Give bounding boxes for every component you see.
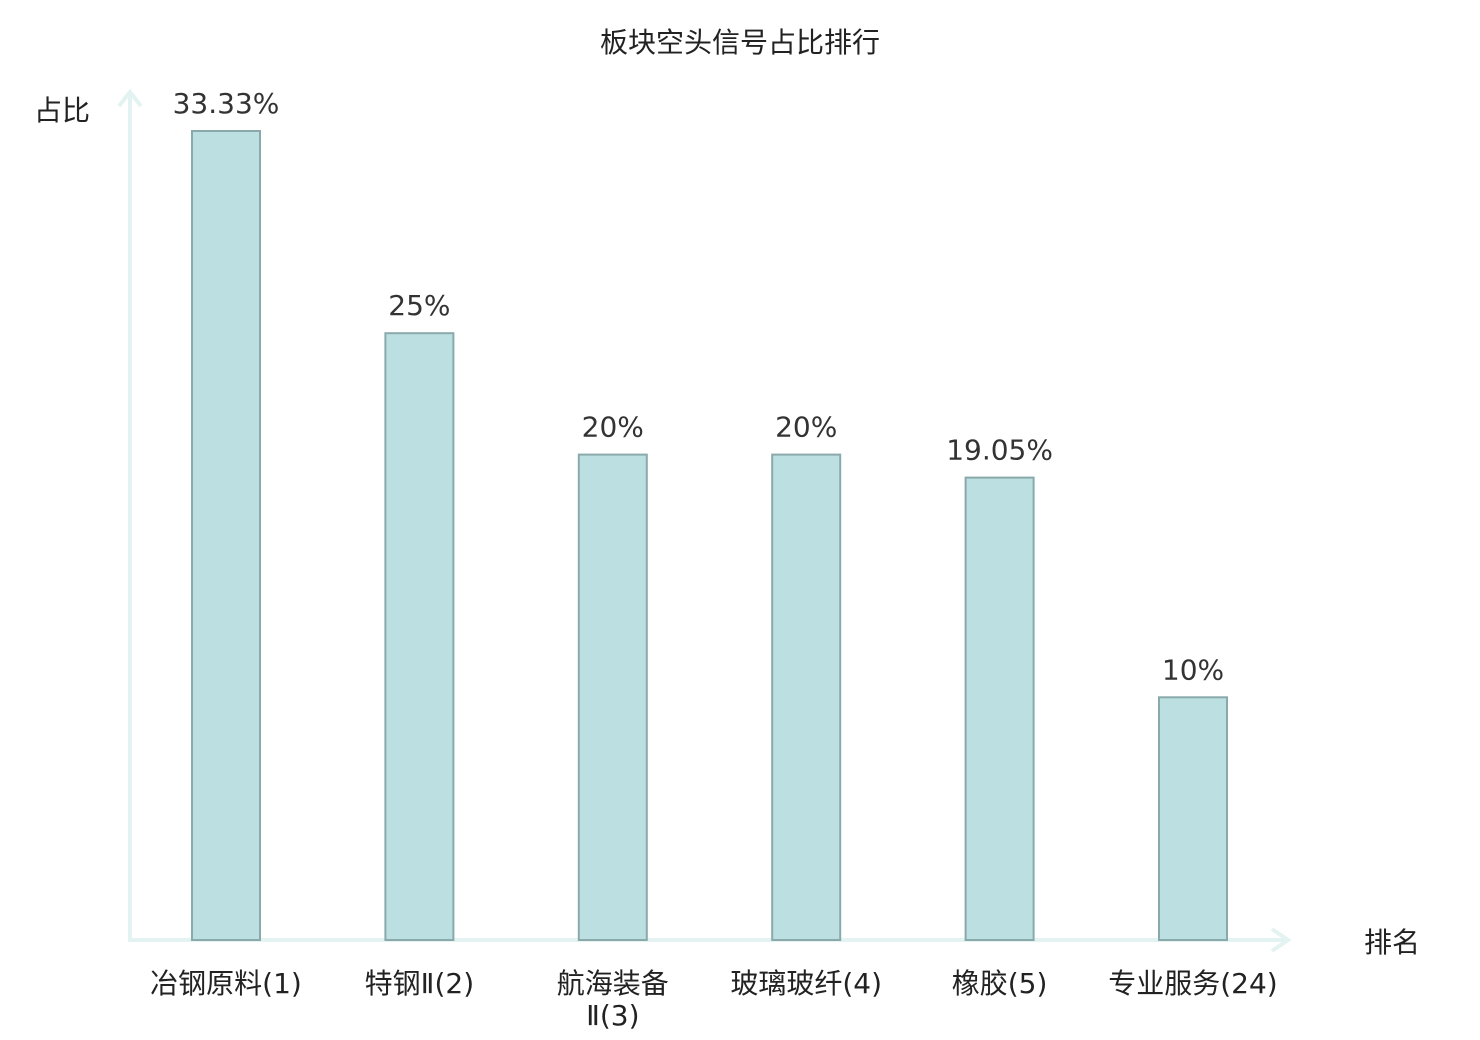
- bar: [384, 332, 455, 941]
- data-label: 20%: [775, 411, 837, 444]
- category-label: 航海装备 Ⅱ(3): [557, 967, 669, 1032]
- data-label: 10%: [1162, 653, 1224, 686]
- y-axis: [117, 88, 143, 940]
- category-label: 冶钢原料(1): [150, 967, 302, 1000]
- chart-title: 板块空头信号占比排行: [600, 26, 880, 59]
- bar: [577, 453, 648, 941]
- bar: [964, 476, 1035, 941]
- x-axis-label: 排名: [1364, 926, 1420, 959]
- data-label: 33.33%: [173, 87, 280, 120]
- bar: [191, 130, 261, 941]
- category-label: 专业服务(24): [1108, 967, 1277, 1000]
- category-labels: 冶钢原料(1) 特钢Ⅱ(2) 航海装备 Ⅱ(3) 玻璃玻纤(4) 橡胶(5) 专业服务(24…: [150, 967, 1278, 1032]
- y-axis-arrow-icon: [117, 88, 143, 108]
- category-label: 橡胶(5): [952, 967, 1048, 1000]
- category-label: 特钢Ⅱ(2): [365, 967, 474, 1000]
- x-axis-arrow-icon: [1270, 927, 1292, 953]
- category-label: 玻璃玻纤(4): [730, 967, 882, 1000]
- y-axis-label: 占比: [34, 94, 90, 127]
- x-axis: [128, 927, 1292, 953]
- bars: [191, 130, 1228, 941]
- data-label: 19.05%: [946, 434, 1053, 467]
- bar: [1158, 696, 1228, 941]
- bar: [771, 453, 842, 941]
- data-label: 25%: [388, 289, 450, 322]
- data-label: 20%: [582, 411, 644, 444]
- data-labels: 33.33% 25% 20% 20% 19.05% 10%: [173, 87, 1225, 686]
